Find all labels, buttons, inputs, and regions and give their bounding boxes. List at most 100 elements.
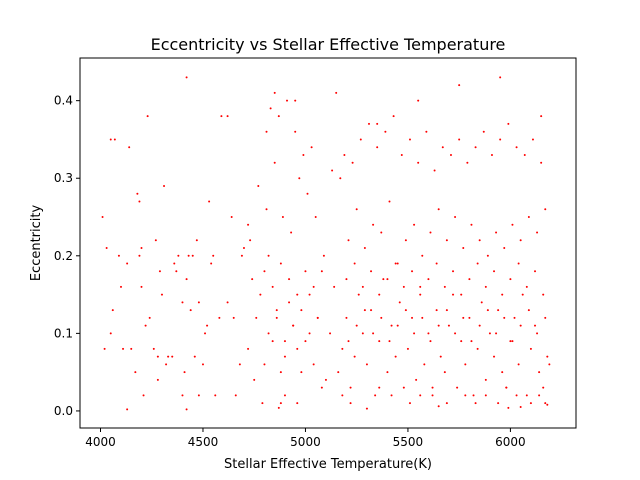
data-point [411,270,414,273]
data-point [259,293,262,296]
data-point [540,115,543,118]
data-point [267,332,270,335]
data-point [542,293,545,296]
data-point [361,285,364,288]
data-point [423,363,426,366]
data-point [419,293,422,296]
data-point [134,371,137,374]
data-point [359,138,362,141]
data-point [392,115,395,118]
data-point [181,394,184,397]
data-point [277,406,280,409]
data-point [242,247,245,250]
data-point [402,386,405,389]
data-point [261,402,264,405]
x-tick-label: 4000 [85,435,116,449]
data-point [130,347,133,350]
data-point [167,355,170,358]
data-point [353,355,356,358]
data-point [349,386,352,389]
data-point [452,293,455,296]
data-point [343,153,346,156]
data-point [249,239,252,242]
data-point [138,254,141,257]
data-point [355,324,358,327]
data-point [109,138,112,141]
data-point [273,91,276,94]
data-point [468,316,471,319]
data-point [370,309,373,312]
data-point [374,394,377,397]
data-point [447,324,450,327]
data-point [411,316,414,319]
data-point [304,340,307,343]
data-point [265,208,268,211]
data-point [460,340,463,343]
data-point [322,254,325,257]
data-point [347,239,350,242]
data-point [156,378,159,381]
data-point [523,153,526,156]
data-point [497,402,500,405]
data-point [509,278,512,281]
data-point [546,403,549,406]
data-point [376,146,379,149]
data-point [503,247,506,250]
data-point [462,247,465,250]
data-point [298,177,301,180]
data-point [324,378,327,381]
data-point [519,239,522,242]
data-point [234,394,237,397]
data-point [488,332,491,335]
data-point [408,138,411,141]
data-point [413,223,416,226]
data-point [484,394,487,397]
data-point [220,115,223,118]
data-point [113,138,116,141]
data-point [286,99,289,102]
data-point [337,371,340,374]
data-point [493,355,496,358]
data-point [370,270,373,273]
data-point [511,340,514,343]
data-point [171,355,174,358]
data-point [380,316,383,319]
data-point [517,363,520,366]
data-point [454,216,457,219]
data-point [345,316,348,319]
data-point [339,177,342,180]
data-point [435,309,438,312]
data-point [302,153,305,156]
x-tick-label: 5500 [393,435,424,449]
data-point [499,76,502,79]
data-point [534,270,537,273]
data-point [474,146,477,149]
data-point [394,262,397,265]
data-point [294,130,297,133]
data-point [404,309,407,312]
data-point [413,332,416,335]
y-axis-label: Eccentricity [29,205,44,282]
data-point [501,371,504,374]
data-point [187,254,190,257]
data-point [480,301,483,304]
data-point [443,285,446,288]
data-point [195,239,198,242]
data-point [230,216,233,219]
data-point [265,130,268,133]
data-point [288,278,291,281]
data-point [279,371,282,374]
data-point [421,316,424,319]
data-point [146,115,149,118]
data-point [247,347,250,350]
data-point [218,316,221,319]
data-point [378,293,381,296]
data-point [255,316,258,319]
data-point [226,301,229,304]
data-point [214,394,217,397]
data-point [396,324,399,327]
y-tick-label: 0.4 [54,94,73,108]
data-point [468,278,471,281]
y-tick-label: 0.3 [54,171,73,185]
data-point [271,285,274,288]
